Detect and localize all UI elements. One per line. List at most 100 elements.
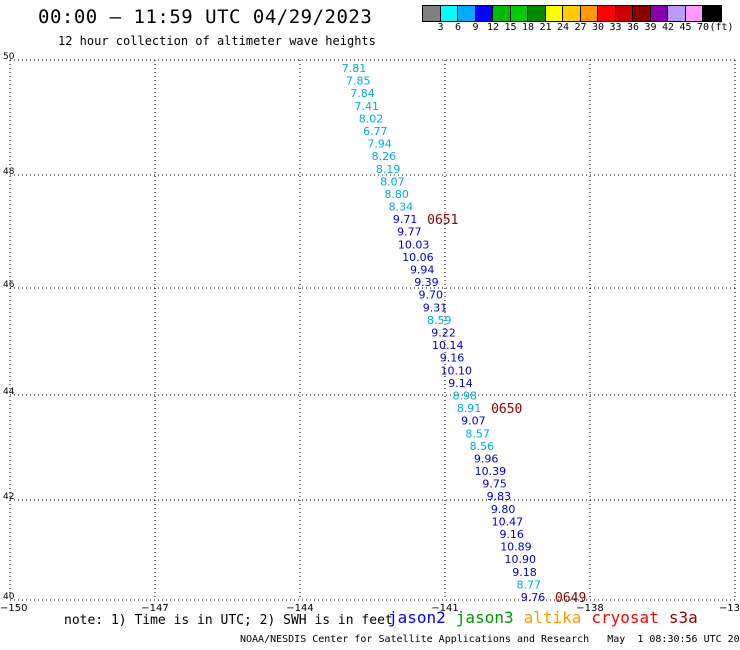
wave-height-value: 9.75	[482, 478, 507, 491]
footer-credit: NOAA/NESDIS Center for Satellite Applica…	[240, 634, 740, 645]
longitude-label: −147	[141, 603, 168, 614]
latitude-label: 40	[3, 592, 15, 602]
wave-height-value: 10.03	[398, 238, 430, 251]
wave-height-value: 10.39	[475, 465, 507, 478]
colorbar-swatch	[685, 6, 703, 21]
wave-height-value: 9.96	[474, 452, 499, 465]
colorbar-label: 12	[486, 22, 500, 33]
wave-height-value: 9.70	[418, 289, 443, 302]
colorbar-swatch	[598, 6, 616, 21]
wave-height-value: 9.39	[414, 276, 439, 289]
longitude-label: −13	[719, 603, 740, 614]
wave-height-value: 10.47	[492, 515, 524, 528]
wave-height-value: 8.34	[389, 201, 414, 214]
colorbar-label: 9	[472, 22, 479, 33]
pass-time-label: 0649	[555, 591, 586, 606]
latitude-label: 44	[3, 387, 15, 397]
wave-height-value: 9.31	[423, 301, 448, 314]
wave-height-value: 8.02	[359, 112, 384, 125]
wave-height-value: 10.90	[504, 553, 536, 566]
latitude-label: 46	[3, 280, 15, 290]
latitude-label: 42	[3, 492, 14, 502]
colorbar-swatch	[423, 6, 441, 21]
longitude-label: −144	[286, 603, 313, 614]
colorbar-label: 21	[539, 22, 552, 33]
wave-height-value: 6.77	[363, 125, 388, 138]
colorbar-label: 27	[574, 22, 587, 33]
colorbar-label: 3	[437, 22, 444, 33]
wave-height-value: 9.77	[397, 226, 422, 239]
wave-height-value: 8.56	[470, 440, 495, 453]
legend-cryosat: cryosat	[591, 608, 659, 627]
wave-height-value: 9.83	[487, 490, 512, 503]
wave-height-value: 10.14	[432, 339, 464, 352]
colorbar-swatch	[580, 6, 598, 21]
colorbar-label: 15	[504, 22, 517, 33]
colorbar-swatch	[458, 6, 476, 21]
satellite-legend: jason2 jason3 altika cryosat s3a	[388, 608, 708, 627]
colorbar-swatch	[510, 6, 528, 21]
colorbar-swatch	[563, 6, 581, 21]
lat-lon-grid	[9, 59, 738, 601]
wave-height-colorbar	[422, 5, 722, 22]
latitude-label: 50	[3, 52, 15, 62]
colorbar-label: 70	[696, 22, 710, 33]
pass-time-label: 0650	[491, 402, 522, 417]
map-subtitle: 12 hour collection of altimeter wave hei…	[58, 34, 376, 48]
map-title: 00:00 — 11:59 UTC 04/29/2023	[38, 6, 373, 28]
colorbar-label: 30	[591, 22, 605, 33]
wave-height-value: 8.07	[380, 175, 405, 188]
wave-height-value: 8.19	[376, 163, 401, 176]
wave-height-value: 8.57	[465, 427, 490, 440]
colorbar-swatch	[650, 6, 668, 21]
colorbar-swatch	[528, 6, 546, 21]
wave-height-value: 8.91	[457, 402, 482, 415]
colorbar-swatch	[633, 6, 651, 21]
colorbar-label: 36	[626, 22, 640, 33]
colorbar-label: 18	[521, 22, 535, 33]
wave-height-value: 9.16	[440, 352, 465, 365]
wave-height-value: 7.81	[342, 62, 367, 75]
wave-height-value: 10.10	[441, 364, 473, 377]
wave-height-value: 9.94	[410, 264, 435, 277]
colorbar-swatch	[440, 6, 458, 21]
wave-height-value: 8.77	[516, 578, 541, 591]
latitude-label: 48	[3, 167, 15, 177]
wave-height-value: 9.16	[499, 528, 524, 541]
wave-height-value: 8.59	[427, 314, 452, 327]
wave-height-value: 9.07	[461, 415, 486, 428]
latitude-labels: 50 48 46 44 42 40	[3, 52, 15, 602]
colorbar-label: 6	[454, 22, 462, 33]
wave-height-value: 9.22	[431, 327, 456, 340]
colorbar-swatch	[668, 6, 686, 21]
wave-height-value: 8.98	[453, 389, 478, 402]
pass-time-labels: 0651 0650 0649	[427, 213, 586, 606]
wave-height-value: 7.85	[346, 75, 371, 88]
wave-height-value: 8.26	[372, 150, 397, 163]
wave-height-value: 9.80	[491, 503, 516, 516]
wave-height-value: 7.41	[355, 100, 380, 113]
colorbar-label: 24	[556, 22, 570, 33]
wave-height-value: 7.84	[350, 87, 375, 100]
longitude-labels: −150 −147 −144 −141 −138 −13	[0, 603, 740, 614]
longitude-label: −141	[431, 603, 458, 614]
colorbar-swatch	[475, 6, 493, 21]
wave-height-value: 9.14	[448, 377, 473, 390]
longitude-label: −150	[0, 603, 27, 614]
colorbar-label: 45	[679, 22, 692, 33]
wave-height-value: 10.06	[402, 251, 434, 264]
wave-height-value: 9.76	[521, 591, 546, 604]
legend-jason3: jason3	[455, 608, 514, 627]
wave-height-value: 9.71	[393, 213, 418, 226]
pass-time-label: 0651	[427, 213, 458, 228]
legend-jason2: jason2	[388, 608, 446, 627]
colorbar-label: 42	[661, 22, 675, 33]
footer-note: note: 1) Time is in UTC; 2) SWH is in fe…	[64, 613, 393, 628]
colorbar-unit: (ft)	[709, 22, 734, 33]
colorbar-label: 33	[609, 22, 622, 33]
wave-height-value: 8.80	[384, 188, 409, 201]
colorbar-swatch	[545, 6, 563, 21]
wave-height-value: 7.94	[367, 138, 392, 151]
longitude-label: −138	[576, 603, 603, 614]
